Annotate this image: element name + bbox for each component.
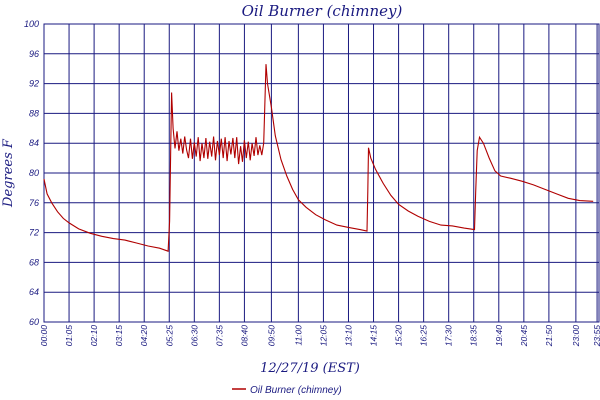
y-tick-label: 60 [29,317,39,327]
x-tick-label: 23:55 [592,325,600,348]
y-tick-label: 68 [29,257,39,267]
x-axis-ticks: 00:00 01:05 02:10 03:15 04:20 05:25 06:30 07:35… [39,325,600,348]
legend: Oil Burner (chimney) [232,385,342,396]
y-tick-label: 100 [24,19,39,29]
x-tick-label: 16:25 [419,325,429,347]
x-tick-label: 01:05 [64,325,74,347]
x-tick-label: 20:45 [519,325,529,348]
x-tick-label: 18:35 [469,325,479,347]
y-tick-label: 80 [29,168,39,178]
legend-label: Oil Burner (chimney) [250,385,342,396]
x-tick-label: 17:30 [444,325,454,347]
chart-grid [43,23,599,323]
x-tick-label: 11:00 [293,325,303,346]
y-tick-label: 88 [29,108,39,118]
x-tick-label: 21:50 [544,325,554,348]
x-tick-label: 13:10 [343,325,353,347]
y-tick-label: 64 [29,287,39,297]
y-tick-label: 72 [29,228,39,238]
x-tick-label: 09:50 [266,325,276,347]
y-tick-label: 84 [29,138,39,148]
x-tick-label: 07:35 [214,325,224,347]
x-tick-label: 14:15 [369,325,379,347]
x-tick-label: 19:40 [494,325,504,347]
x-tick-label: 12:05 [318,325,328,347]
y-tick-label: 96 [29,49,39,59]
x-tick-label: 06:30 [189,325,199,347]
series-line-oil-burner [43,64,594,252]
y-tick-label: 76 [29,198,39,208]
x-tick-label: 04:20 [139,325,149,347]
x-tick-label: 23:00 [571,325,581,348]
x-axis-label: 12/27/19 (EST) [260,361,360,376]
x-tick-label: 00:00 [39,325,49,347]
x-tick-label: 15:20 [394,325,404,347]
plot-frame [43,23,600,323]
x-tick-label: 03:15 [114,325,124,347]
y-tick-label: 92 [29,79,39,89]
y-axis-ticks: 60 64 68 72 76 80 84 88 92 96 100 [24,19,39,327]
x-tick-label: 05:25 [164,325,174,347]
x-tick-label: 02:10 [89,325,99,347]
x-tick-label: 08:40 [239,325,249,347]
y-axis-label: Degrees F [1,138,16,208]
chart-title: Oil Burner (chimney) [242,2,403,20]
